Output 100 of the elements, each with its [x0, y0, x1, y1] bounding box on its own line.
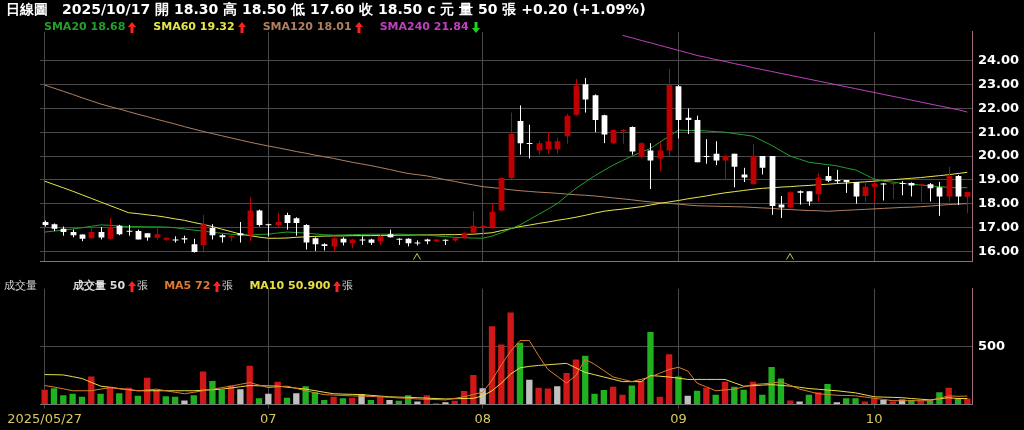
bar — [78, 396, 86, 404]
bar — [535, 387, 542, 404]
text: 張 — [342, 279, 354, 292]
bar — [861, 401, 868, 404]
candlestick — [722, 154, 729, 181]
y-tick-label: 500 — [978, 337, 1006, 353]
bar — [591, 393, 598, 404]
bar — [283, 397, 291, 404]
x-tick-label: 08 — [474, 410, 491, 426]
text: SMA240 21.84 — [379, 20, 469, 34]
y-tick-label: 20.00 — [978, 147, 1020, 163]
text: SMA120 18.01 — [262, 20, 352, 34]
bar — [628, 385, 635, 404]
text: 成交量 50 — [73, 279, 126, 293]
bar — [488, 326, 496, 404]
x-tick-label: 09 — [670, 410, 687, 426]
text: SMA60 19.32 — [153, 20, 235, 34]
bar — [321, 399, 328, 404]
bar — [740, 389, 747, 404]
bar — [153, 389, 160, 404]
bar — [395, 400, 402, 404]
bar — [805, 394, 813, 404]
bar — [134, 395, 142, 404]
x-tick-label: 2025/05/27 — [7, 410, 83, 426]
bar — [386, 399, 393, 404]
y-tick-label: 16.00 — [978, 243, 1020, 259]
chart-subtitle: 2025/10/17 開 18.30 高 18.50 低 17.60 收 18.50 c 元 量 50 張 +0.20 (+1.09%) — [62, 0, 646, 18]
bar — [731, 386, 738, 404]
bar — [265, 393, 272, 404]
bar — [656, 396, 663, 404]
bar — [50, 388, 58, 404]
bar — [964, 398, 971, 404]
chart-title: 成交量 — [4, 279, 37, 293]
y-tick-label: 23.00 — [978, 75, 1020, 91]
bar — [69, 393, 76, 404]
bar — [675, 376, 682, 404]
bar — [367, 399, 375, 404]
x-tick-label: 10 — [865, 410, 883, 426]
bar — [693, 390, 701, 404]
bar — [843, 398, 850, 404]
y-tick-label: 18.00 — [978, 195, 1020, 211]
candlestick — [797, 189, 804, 206]
y-tick-label: 19.00 — [978, 171, 1020, 187]
bar — [181, 400, 188, 404]
bar — [190, 395, 197, 404]
bar — [507, 312, 514, 404]
text: MA10 50.900 — [249, 279, 331, 293]
bar — [255, 398, 263, 404]
bar — [684, 395, 691, 404]
bar — [526, 379, 533, 404]
x-tick-label: 07 — [260, 410, 277, 426]
bar — [330, 396, 337, 404]
candlestick — [237, 221, 244, 244]
bar — [889, 401, 896, 404]
bar — [852, 398, 859, 404]
bar — [162, 396, 169, 404]
bar — [349, 397, 356, 404]
chart-title: 日線圖 — [6, 0, 48, 18]
bar — [498, 344, 505, 404]
text: SMA20 18.68 — [44, 20, 126, 34]
bar — [787, 400, 794, 404]
y-tick-label: 24.00 — [978, 51, 1020, 67]
bar — [796, 401, 803, 404]
text: MA5 72 — [164, 279, 211, 293]
bar — [60, 395, 67, 404]
bar — [768, 366, 775, 404]
bar — [610, 386, 617, 404]
bar — [712, 394, 719, 404]
y-tick-label: 17.00 — [978, 219, 1020, 235]
bar — [647, 332, 654, 404]
bar — [377, 397, 384, 404]
bar — [451, 400, 458, 404]
bar — [544, 388, 552, 404]
y-tick-label: 22.00 — [978, 99, 1020, 115]
bar — [880, 400, 887, 404]
bar — [218, 389, 225, 404]
bar — [116, 393, 123, 404]
bar — [703, 387, 710, 404]
bar — [516, 342, 524, 404]
bar — [563, 373, 570, 404]
bar — [665, 354, 673, 404]
bar — [125, 387, 132, 404]
bar — [619, 394, 626, 404]
bar — [917, 400, 924, 404]
bar — [171, 396, 179, 404]
bar — [237, 389, 244, 404]
bar — [209, 380, 216, 404]
bar — [759, 394, 766, 404]
bar — [339, 398, 347, 404]
bar — [954, 398, 962, 404]
bar — [293, 393, 300, 404]
bar — [554, 386, 561, 404]
bar — [470, 374, 477, 404]
bar — [97, 393, 104, 404]
text: 張 — [222, 279, 234, 292]
bar — [637, 380, 645, 404]
bar — [600, 390, 608, 404]
bar — [414, 401, 421, 404]
y-axis-title: 張 — [137, 279, 149, 293]
y-tick-label: 21.00 — [978, 123, 1020, 139]
